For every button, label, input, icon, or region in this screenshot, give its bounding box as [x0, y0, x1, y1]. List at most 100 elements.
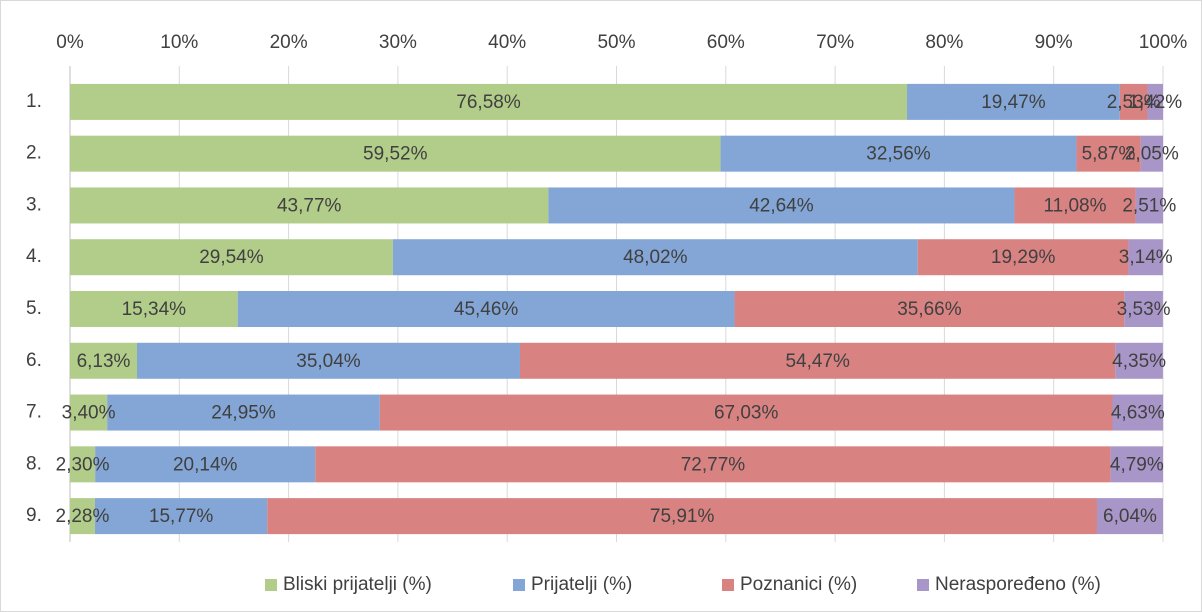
bar-segment [1096, 498, 1163, 535]
y-tick-label: 3. [26, 194, 42, 215]
y-tick-label: 9. [26, 505, 42, 526]
data-label: 19,47% [981, 92, 1046, 113]
data-label: 20,14% [173, 454, 238, 475]
bar-segment [137, 342, 520, 379]
y-tick-label: 7. [26, 402, 42, 423]
x-tick-label: 100% [1139, 32, 1188, 53]
data-label: 59,52% [363, 144, 428, 165]
legend-swatch [513, 579, 525, 591]
bar-segment [1076, 135, 1141, 172]
bar-segment [1110, 446, 1163, 483]
bar-segment [70, 187, 549, 224]
legend-swatch [265, 579, 277, 591]
bar-segment [70, 342, 138, 379]
data-label: 2,51% [1122, 195, 1176, 216]
bar-segment [1135, 187, 1163, 224]
bar-segment [70, 394, 108, 431]
bar-segment [392, 239, 918, 276]
bar-segment [267, 498, 1097, 535]
bar-segment [1119, 83, 1148, 120]
bar-segment [70, 83, 908, 120]
data-label: 3,40% [62, 403, 116, 424]
bar-segment [70, 446, 96, 483]
data-label: 67,03% [714, 403, 779, 424]
bar-segment [1014, 187, 1136, 224]
data-label: 72,77% [681, 454, 746, 475]
x-tick-label: 60% [707, 32, 745, 53]
y-tick-label: 6. [26, 350, 42, 371]
bar-segment [734, 291, 1125, 327]
data-label: 5,87% [1082, 144, 1136, 165]
data-label: 2,53% [1107, 92, 1161, 113]
data-label: 29,54% [199, 247, 264, 268]
y-tick-label: 8. [26, 453, 42, 474]
bar-segment [720, 135, 1077, 172]
bar-segment [917, 239, 1129, 276]
legend-label: Neraspoređeno (%) [935, 574, 1101, 595]
bar-segment [519, 342, 1116, 379]
y-tick-label: 4. [26, 246, 42, 267]
data-label: 6,04% [1103, 506, 1157, 527]
bar-segment [548, 187, 1015, 224]
data-label: 3,14% [1119, 247, 1173, 268]
data-label: 11,08% [1043, 195, 1106, 216]
bar-segment [1140, 135, 1163, 172]
bar-segment [95, 446, 316, 483]
legend-swatch [917, 579, 929, 591]
bar-segment [107, 394, 380, 431]
legend-label: Bliski prijatelji (%) [283, 574, 432, 595]
x-tick-label: 20% [270, 32, 308, 53]
bar-segment [315, 446, 1111, 483]
x-tick-label: 30% [379, 32, 417, 53]
x-tick-label: 70% [816, 32, 854, 53]
bar-segment [1115, 342, 1163, 379]
data-label: 15,77% [149, 506, 214, 527]
data-label: 4,63% [1111, 403, 1165, 424]
bar-segment [70, 498, 95, 535]
data-label: 24,95% [211, 403, 276, 424]
data-label: 19,29% [991, 247, 1056, 268]
data-label: 15,34% [122, 299, 187, 320]
bar-segment [94, 498, 268, 535]
data-label: 76,58% [456, 92, 521, 113]
legend-swatch [722, 579, 734, 591]
data-label: 54,47% [785, 351, 850, 372]
data-label: 1,42% [1128, 92, 1182, 113]
data-label: 2,28% [56, 506, 110, 527]
legend-label: Poznanici (%) [740, 574, 857, 595]
data-label: 35,66% [897, 299, 962, 320]
data-label: 35,04% [296, 351, 361, 372]
data-label: 32,56% [866, 144, 931, 165]
bar-segment [70, 291, 238, 327]
data-label: 6,13% [77, 351, 131, 372]
bar-segment [1124, 291, 1163, 327]
x-tick-label: 40% [488, 32, 526, 53]
y-tick-label: 1. [26, 91, 42, 112]
data-label: 48,02% [623, 247, 688, 268]
y-tick-label: 2. [26, 143, 42, 164]
bar-segment [1147, 83, 1163, 120]
legend-label: Prijatelji (%) [531, 574, 632, 595]
bar-segment [907, 83, 1120, 120]
x-tick-label: 90% [1035, 32, 1073, 53]
data-label: 45,46% [454, 299, 519, 320]
x-tick-label: 0% [56, 32, 84, 53]
x-tick-label: 10% [160, 32, 198, 53]
bar-segment [237, 291, 735, 327]
bar-segment [70, 135, 721, 172]
data-label: 75,91% [650, 506, 715, 527]
data-label: 2,05% [1125, 144, 1179, 165]
bar-segment [70, 239, 393, 276]
data-label: 4,35% [1112, 351, 1166, 372]
x-tick-label: 80% [925, 32, 963, 53]
data-label: 2,30% [56, 454, 110, 475]
bar-segment [379, 394, 1113, 431]
y-tick-label: 5. [26, 298, 42, 319]
bar-segment [1128, 239, 1163, 276]
x-tick-label: 50% [597, 32, 635, 53]
data-label: 3,53% [1117, 299, 1171, 320]
data-label: 4,79% [1110, 454, 1164, 475]
data-label: 43,77% [277, 195, 342, 216]
bar-segment [1112, 394, 1164, 431]
